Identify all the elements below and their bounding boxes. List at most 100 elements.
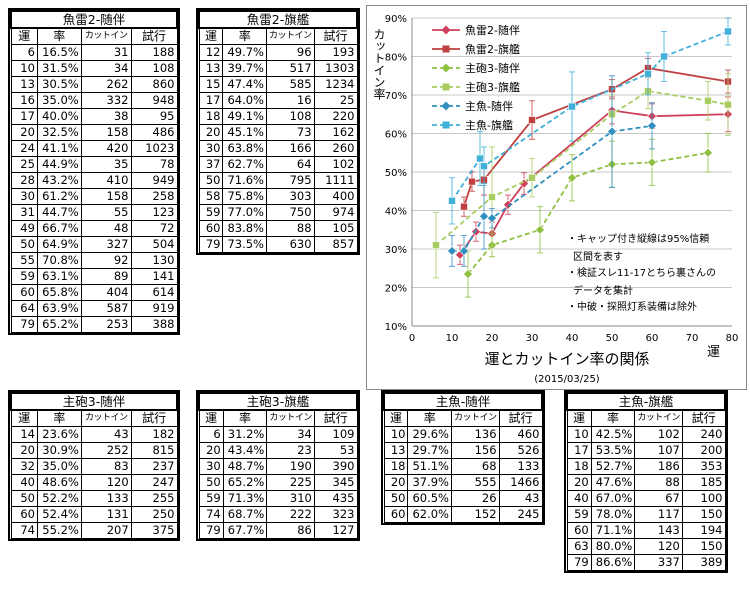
table-gun3-flagship: 主砲3-旗艦 運率カットイン 試行 6 31.2% 34 109 20 43.4% 23 53 3… — [196, 390, 360, 541]
cell-luck: 18 — [198, 108, 224, 125]
cell-luck: 18 — [566, 458, 592, 475]
table-row: 30 48.7% 190 390 — [198, 458, 358, 475]
cell-luck: 25 — [10, 156, 38, 173]
table-row: 13 30.5% 262 860 — [10, 76, 178, 93]
cell-cutin: 86 — [266, 522, 315, 539]
cell-luck: 40 — [10, 474, 38, 491]
cell-luck: 24 — [10, 140, 38, 157]
legend-label: 主砲3-随伴 — [465, 61, 520, 75]
table-row: 17 64.0% 16 25 — [198, 92, 358, 109]
cell-trials: 123 — [130, 204, 178, 221]
cell-luck: 6 — [198, 426, 224, 443]
cell-cutin: 310 — [266, 490, 315, 507]
col-trials: 試行 — [130, 27, 178, 45]
cell-rate: 65.2% — [36, 316, 82, 333]
data-point — [479, 211, 489, 222]
cell-rate: 35.0% — [36, 92, 82, 109]
cell-cutin: 96 — [266, 44, 315, 61]
cell-rate: 65.8% — [36, 284, 82, 301]
chart-annotation: ・キャップ付き縦線は95%信頼 — [567, 232, 709, 245]
cell-cutin: 31 — [80, 44, 132, 61]
legend-marker — [442, 83, 450, 91]
cell-rate: 83.8% — [222, 220, 267, 237]
cell-trials: 130 — [130, 252, 178, 269]
cell-rate: 37.9% — [407, 474, 452, 491]
cell-luck: 79 — [198, 236, 224, 253]
cell-rate: 75.8% — [222, 188, 267, 205]
data-point — [488, 193, 496, 201]
data-point — [568, 102, 576, 111]
cell-luck: 20 — [198, 442, 224, 459]
cell-rate: 49.1% — [222, 108, 267, 125]
cell-trials: 949 — [130, 172, 178, 189]
cell-rate: 63.1% — [36, 268, 82, 285]
cell-rate: 52.7% — [590, 458, 636, 475]
cell-rate: 41.1% — [36, 140, 82, 157]
col-luck: 運 — [198, 409, 224, 427]
cell-trials: 1111 — [313, 172, 358, 189]
legend-label: 主魚-随伴 — [465, 99, 513, 113]
legend-marker — [442, 121, 450, 129]
cell-rate: 23.6% — [37, 426, 82, 443]
cell-cutin: 73 — [266, 124, 315, 141]
table-row: 60 71.1% 143 194 — [566, 522, 726, 539]
cell-luck: 17 — [566, 442, 592, 459]
col-cutin: カットイン — [80, 27, 132, 45]
cell-cutin: 587 — [80, 300, 132, 317]
col-cutin: カットイン — [451, 409, 500, 427]
data-point — [503, 199, 513, 210]
table-row: 30 61.2% 158 258 — [10, 188, 178, 205]
cell-rate: 47.6% — [590, 474, 636, 491]
cell-cutin: 156 — [451, 442, 500, 459]
cell-rate: 52.4% — [37, 506, 82, 523]
table-row: 79 67.7% 86 127 — [198, 522, 358, 539]
cell-luck: 74 — [10, 522, 38, 539]
cell-luck: 59 — [566, 506, 592, 523]
table-row: 30 63.8% 166 260 — [198, 140, 358, 157]
table-row: 10 31.5% 34 108 — [10, 60, 178, 77]
cell-cutin: 404 — [80, 284, 132, 301]
col-luck: 運 — [566, 409, 592, 427]
table-row: 74 55.2% 207 375 — [10, 522, 178, 539]
cell-cutin: 158 — [80, 188, 132, 205]
cell-trials: 109 — [313, 426, 358, 443]
x-tick-label: 80 — [726, 333, 739, 344]
cell-cutin: 34 — [266, 426, 315, 443]
table-row: 74 68.7% 222 323 — [198, 506, 358, 523]
cell-luck: 55 — [10, 252, 38, 269]
y-tick-label: 80% — [385, 53, 407, 64]
cell-rate: 63.8% — [222, 140, 267, 157]
cell-trials: 389 — [681, 554, 726, 571]
cell-cutin: 120 — [634, 538, 683, 555]
cell-cutin: 131 — [80, 506, 132, 523]
table-row: 20 37.9% 555 1466 — [383, 474, 543, 491]
cell-trials: 1466 — [498, 474, 543, 491]
cell-trials: 486 — [130, 124, 178, 141]
table-row: 16 35.0% 332 948 — [10, 92, 178, 109]
table-row: 60 62.0% 152 245 — [383, 506, 543, 523]
cell-rate: 48.6% — [37, 474, 82, 491]
y-tick-label: 40% — [385, 207, 407, 218]
cell-trials: 1234 — [313, 76, 358, 93]
table-row: 60 83.8% 88 105 — [198, 220, 358, 237]
data-point — [528, 173, 536, 182]
table-row: 37 62.7% 64 102 — [198, 156, 358, 173]
cell-rate: 30.5% — [36, 76, 82, 93]
cell-rate: 70.8% — [36, 252, 82, 269]
cell-trials: 182 — [130, 426, 178, 443]
cell-trials: 105 — [313, 220, 358, 237]
cell-trials: 95 — [130, 108, 178, 125]
cell-trials: 240 — [681, 426, 726, 443]
cell-luck: 20 — [10, 124, 38, 141]
cell-luck: 59 — [10, 268, 38, 285]
cell-trials: 108 — [130, 60, 178, 77]
cell-cutin: 152 — [451, 506, 500, 523]
cell-trials: 185 — [681, 474, 726, 491]
cell-cutin: 158 — [80, 124, 132, 141]
chart-annotation: 区間を表す — [573, 250, 623, 263]
cell-cutin: 410 — [80, 172, 132, 189]
cell-luck: 10 — [566, 426, 592, 443]
cell-cutin: 337 — [634, 554, 683, 571]
cell-luck: 79 — [566, 554, 592, 571]
table-row: 50 65.2% 225 345 — [198, 474, 358, 491]
